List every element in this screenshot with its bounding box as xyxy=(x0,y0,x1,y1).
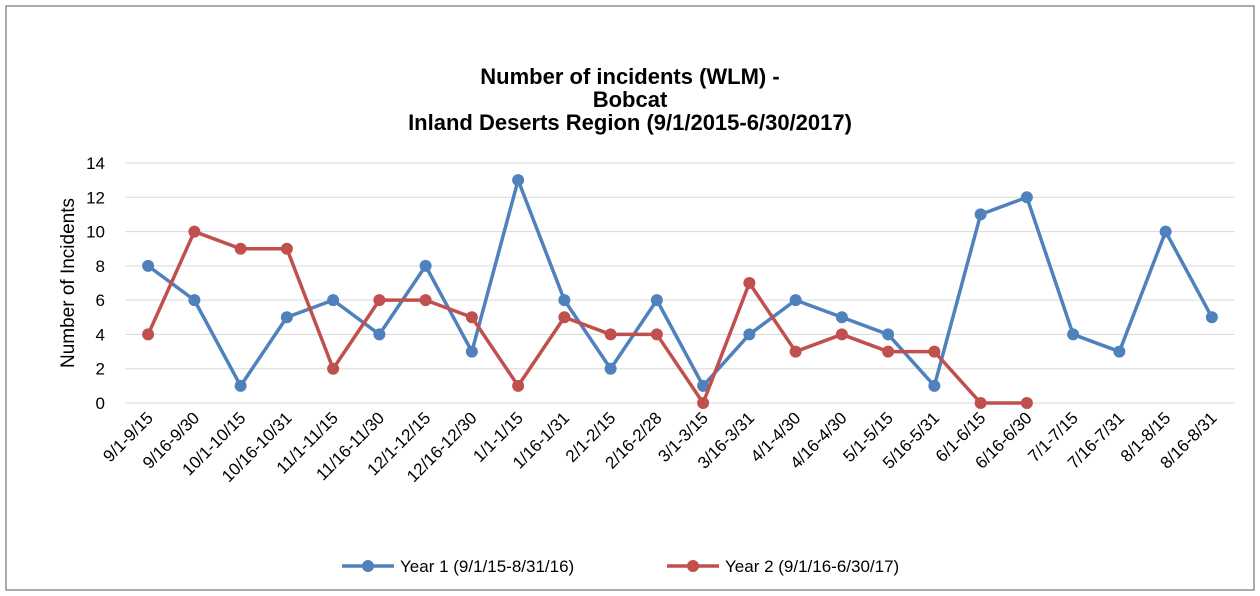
data-point xyxy=(743,328,756,341)
data-point xyxy=(465,311,478,324)
data-point xyxy=(558,294,571,307)
data-point xyxy=(280,242,293,255)
data-point xyxy=(280,311,293,324)
data-point xyxy=(789,294,802,307)
data-point xyxy=(558,311,571,324)
data-point xyxy=(697,397,710,409)
y-tick-label: 6 xyxy=(96,291,105,310)
chart-title: Number of incidents (WLM) - xyxy=(480,64,779,89)
y-tick-label: 14 xyxy=(86,154,105,173)
data-point xyxy=(743,277,756,289)
data-point xyxy=(604,328,617,341)
data-point xyxy=(697,379,710,392)
data-point xyxy=(234,379,247,392)
data-point xyxy=(373,294,386,307)
y-tick-label: 2 xyxy=(96,360,105,379)
y-tick-label: 8 xyxy=(96,257,105,276)
data-point xyxy=(512,174,525,187)
data-point xyxy=(512,379,525,392)
data-point xyxy=(373,328,386,341)
y-tick-label: 4 xyxy=(96,325,105,344)
data-point xyxy=(465,345,478,358)
legend-marker xyxy=(687,560,699,572)
data-point xyxy=(974,208,987,221)
data-point xyxy=(789,345,802,358)
legend-label: Year 1 (9/1/15-8/31/16) xyxy=(400,557,574,576)
data-point xyxy=(650,294,663,307)
legend-label: Year 2 (9/1/16-6/30/17) xyxy=(725,557,899,576)
data-point xyxy=(835,311,848,324)
y-axis-title: Number of Incidents xyxy=(58,198,79,368)
data-point xyxy=(928,379,941,392)
chart-title: Bobcat xyxy=(593,87,668,112)
data-point xyxy=(882,345,895,358)
data-point xyxy=(882,328,895,341)
data-point xyxy=(974,397,987,409)
chart-frame xyxy=(5,5,1255,591)
data-point xyxy=(419,259,432,272)
series-line xyxy=(146,229,1027,405)
data-point xyxy=(1113,345,1126,358)
data-point xyxy=(327,294,340,307)
data-point xyxy=(1159,225,1172,238)
data-point xyxy=(327,362,340,375)
y-tick-label: 10 xyxy=(86,223,105,242)
data-point xyxy=(1067,328,1080,341)
data-point xyxy=(234,242,247,255)
chart-title: Inland Deserts Region (9/1/2015-6/30/201… xyxy=(408,110,852,135)
data-point xyxy=(142,328,155,341)
data-point xyxy=(650,328,663,341)
y-tick-label: 12 xyxy=(86,188,105,207)
y-tick-label: 0 xyxy=(96,394,105,413)
data-point xyxy=(142,259,155,272)
data-point xyxy=(1020,191,1033,204)
data-point xyxy=(1205,311,1218,324)
data-point xyxy=(188,225,201,238)
data-point xyxy=(604,362,617,375)
data-point xyxy=(188,294,201,307)
data-point xyxy=(1020,397,1033,409)
data-point xyxy=(928,345,941,358)
data-point xyxy=(419,294,432,307)
legend-marker xyxy=(362,560,374,572)
data-point xyxy=(835,328,848,341)
series-line xyxy=(147,178,1214,388)
